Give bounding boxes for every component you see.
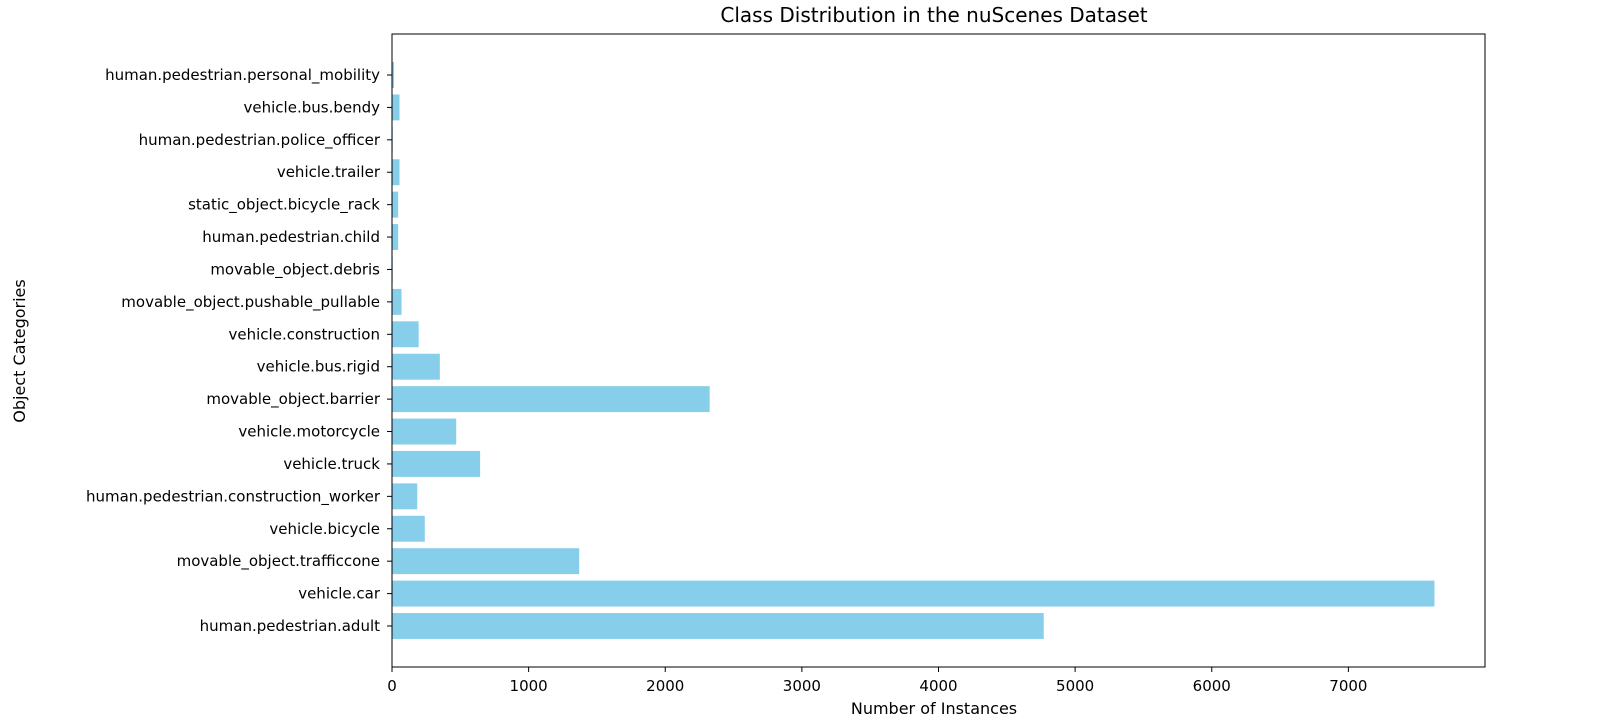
bars-group bbox=[392, 62, 1435, 639]
x-tick-label: 6000 bbox=[1193, 677, 1231, 695]
x-tick-label: 0 bbox=[387, 677, 397, 695]
y-tick-label: movable_object.barrier bbox=[206, 390, 380, 409]
bar-human-pedestrian-child bbox=[392, 224, 399, 251]
x-tick-label: 4000 bbox=[919, 677, 957, 695]
bar-movable-object-barrier bbox=[392, 386, 710, 413]
y-tick-label: movable_object.debris bbox=[210, 260, 380, 279]
bar-human-pedestrian-personal-mobility bbox=[392, 62, 395, 88]
bar-vehicle-construction bbox=[392, 321, 419, 348]
bar-movable-object-pushable-pullable bbox=[392, 288, 402, 315]
y-tick-label: human.pedestrian.police_officer bbox=[139, 131, 381, 150]
bar-vehicle-trailer bbox=[392, 159, 400, 186]
y-tick-label: static_object.bicycle_rack bbox=[188, 196, 380, 215]
x-tick-label: 2000 bbox=[646, 677, 684, 695]
y-axis-label: Object Categories bbox=[10, 279, 29, 422]
y-tick-label: human.pedestrian.personal_mobility bbox=[105, 66, 380, 85]
y-tick-label: vehicle.motorcycle bbox=[238, 423, 380, 441]
bar-human-pedestrian-construction-worker bbox=[392, 483, 418, 510]
bar-vehicle-bus-rigid bbox=[392, 353, 440, 380]
x-tick-label: 7000 bbox=[1329, 677, 1367, 695]
x-tick-label: 5000 bbox=[1056, 677, 1094, 695]
bar-human-pedestrian-adult bbox=[392, 613, 1044, 639]
bar-vehicle-bus-bendy bbox=[392, 94, 400, 121]
y-tick-label: human.pedestrian.adult bbox=[200, 617, 380, 635]
bar-vehicle-car bbox=[392, 580, 1435, 607]
y-tick-label: movable_object.pushable_pullable bbox=[121, 293, 380, 312]
chart-title: Class Distribution in the nuScenes Datas… bbox=[720, 3, 1147, 27]
y-tick-label: human.pedestrian.construction_worker bbox=[86, 487, 381, 506]
bar-movable-object-trafficcone bbox=[392, 548, 580, 575]
x-ticks: 0 1000 2000 3000 4000 5000 6000 7000 bbox=[387, 667, 1367, 695]
y-tick-label: vehicle.construction bbox=[229, 325, 380, 343]
y-tick-label: vehicle.bus.bendy bbox=[244, 98, 381, 116]
y-tick-labels: human.pedestrian.adult vehicle.car movable… bbox=[86, 66, 392, 635]
x-tick-label: 3000 bbox=[783, 677, 821, 695]
y-tick-label: vehicle.bus.rigid bbox=[257, 358, 380, 376]
y-tick-label: vehicle.bicycle bbox=[269, 520, 380, 538]
y-tick-label: movable_object.trafficcone bbox=[177, 552, 380, 571]
bar-vehicle-truck bbox=[392, 450, 481, 477]
y-tick-label: vehicle.trailer bbox=[277, 163, 381, 181]
bar-vehicle-motorcycle bbox=[392, 418, 457, 445]
bar-vehicle-bicycle bbox=[392, 515, 425, 542]
x-axis-label: Number of Instances bbox=[851, 699, 1017, 718]
y-tick-label: human.pedestrian.child bbox=[202, 228, 380, 246]
bar-static-object-bicycle-rack bbox=[392, 191, 399, 218]
y-tick-label: vehicle.car bbox=[298, 585, 381, 603]
y-tick-label: vehicle.truck bbox=[283, 455, 380, 473]
x-tick-label: 1000 bbox=[510, 677, 548, 695]
plot-frame bbox=[391, 33, 1486, 668]
